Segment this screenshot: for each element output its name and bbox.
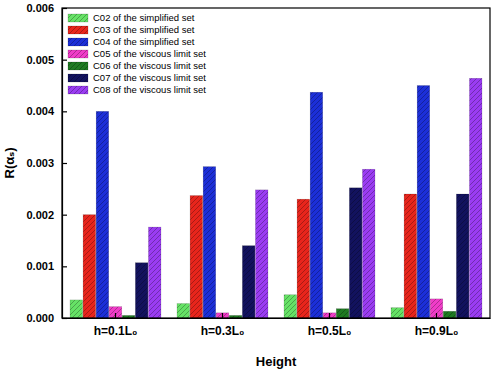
bar xyxy=(216,313,229,318)
bar xyxy=(469,78,482,318)
legend-item: C07 of the viscous limit set xyxy=(68,72,206,83)
y-tick-mark xyxy=(62,215,67,216)
bar xyxy=(96,111,109,318)
legend-label: C08 of the viscous limit set xyxy=(93,84,206,95)
bar xyxy=(135,263,148,318)
bar xyxy=(190,196,203,318)
legend-label: C05 of the viscous limit set xyxy=(93,48,206,59)
legend: C02 of the simplified setC03 of the simp… xyxy=(68,12,206,95)
y-tick: 0.001 xyxy=(26,260,67,272)
bar xyxy=(336,309,349,318)
y-tick-label: 0.002 xyxy=(26,209,54,221)
x-tick-label: h=0.9L₀ xyxy=(415,324,459,338)
legend-label: C04 of the simplified set xyxy=(93,36,195,47)
y-tick-label: 0.000 xyxy=(26,312,54,324)
x-tick-mark xyxy=(222,313,223,318)
y-tick-label: 0.005 xyxy=(26,54,54,66)
y-tick-label: 0.001 xyxy=(26,260,54,272)
legend-item: C08 of the viscous limit set xyxy=(68,84,206,95)
legend-swatch xyxy=(68,62,88,70)
x-axis: h=0.1L₀ h=0.3L₀ h=0.5L₀ h=0.9L₀ xyxy=(63,313,491,338)
chart: 0.000 0.001 0.002 0.003 0.004 0.005 0.006 h=0.1… xyxy=(0,0,500,378)
y-tick-mark xyxy=(62,111,67,112)
legend-item: C05 of the viscous limit set xyxy=(68,48,206,59)
x-tick-mark xyxy=(329,313,330,318)
legend-label: C03 of the simplified set xyxy=(93,24,195,35)
bar xyxy=(83,215,96,318)
legend-item: C04 of the simplified set xyxy=(68,36,195,47)
y-tick: 0.004 xyxy=(26,105,67,117)
bar xyxy=(242,246,255,318)
x-axis-line xyxy=(63,318,491,319)
bar xyxy=(109,307,122,318)
x-tick: h=0.5L₀ xyxy=(308,313,352,338)
x-tick-mark xyxy=(436,313,437,318)
legend-label: C06 of the viscous limit set xyxy=(93,60,206,71)
bar xyxy=(404,194,417,318)
bar xyxy=(177,304,190,318)
bar xyxy=(255,190,268,318)
y-tick-mark xyxy=(62,60,67,61)
legend-swatch xyxy=(68,14,88,22)
legend-label: C02 of the simplified set xyxy=(93,12,195,23)
bars xyxy=(70,78,482,318)
x-tick-label: h=0.1L₀ xyxy=(94,324,138,338)
legend-swatch xyxy=(68,50,88,58)
y-tick-mark xyxy=(62,163,67,164)
x-tick-mark xyxy=(115,313,116,318)
legend-item: C03 of the simplified set xyxy=(68,24,195,35)
bar xyxy=(148,227,161,318)
x-tick-label: h=0.5L₀ xyxy=(308,324,352,338)
bar xyxy=(456,194,469,318)
legend-item: C06 of the viscous limit set xyxy=(68,60,206,71)
bar xyxy=(391,308,404,318)
plot-frame xyxy=(62,8,490,318)
bar xyxy=(443,311,456,318)
legend-label: C07 of the viscous limit set xyxy=(93,72,206,83)
y-axis: 0.000 0.001 0.002 0.003 0.004 0.005 0.006 xyxy=(26,2,67,324)
y-tick: 0.000 xyxy=(26,312,67,324)
bar xyxy=(349,188,362,318)
plot-area: 0.000 0.001 0.002 0.003 0.004 0.005 0.006 h=0.1… xyxy=(26,2,490,338)
y-axis-title: R(αₛ) xyxy=(2,148,17,179)
bar xyxy=(310,92,323,318)
y-tick-label: 0.003 xyxy=(26,157,54,169)
bar xyxy=(203,167,216,318)
legend-swatch xyxy=(68,38,88,46)
bar xyxy=(323,313,336,318)
bar xyxy=(417,86,430,319)
legend-swatch xyxy=(68,26,88,34)
x-tick: h=0.9L₀ xyxy=(415,313,459,338)
bar xyxy=(284,295,297,318)
y-tick: 0.006 xyxy=(26,2,67,14)
y-tick-label: 0.006 xyxy=(26,2,54,14)
y-tick-mark xyxy=(62,8,67,9)
x-axis-title: Height xyxy=(256,354,297,369)
bar xyxy=(297,199,310,318)
bar xyxy=(362,169,375,318)
y-tick: 0.005 xyxy=(26,54,67,66)
legend-item: C02 of the simplified set xyxy=(68,12,195,23)
y-tick: 0.003 xyxy=(26,157,67,169)
bar xyxy=(70,300,83,318)
x-tick-label: h=0.3L₀ xyxy=(201,324,245,338)
y-tick-label: 0.004 xyxy=(26,105,54,117)
y-tick: 0.002 xyxy=(26,209,67,221)
x-tick: h=0.3L₀ xyxy=(201,313,245,338)
bar xyxy=(430,299,443,318)
legend-swatch xyxy=(68,74,88,82)
y-tick-mark xyxy=(62,266,67,267)
x-tick: h=0.1L₀ xyxy=(94,313,138,338)
legend-swatch xyxy=(68,86,88,94)
